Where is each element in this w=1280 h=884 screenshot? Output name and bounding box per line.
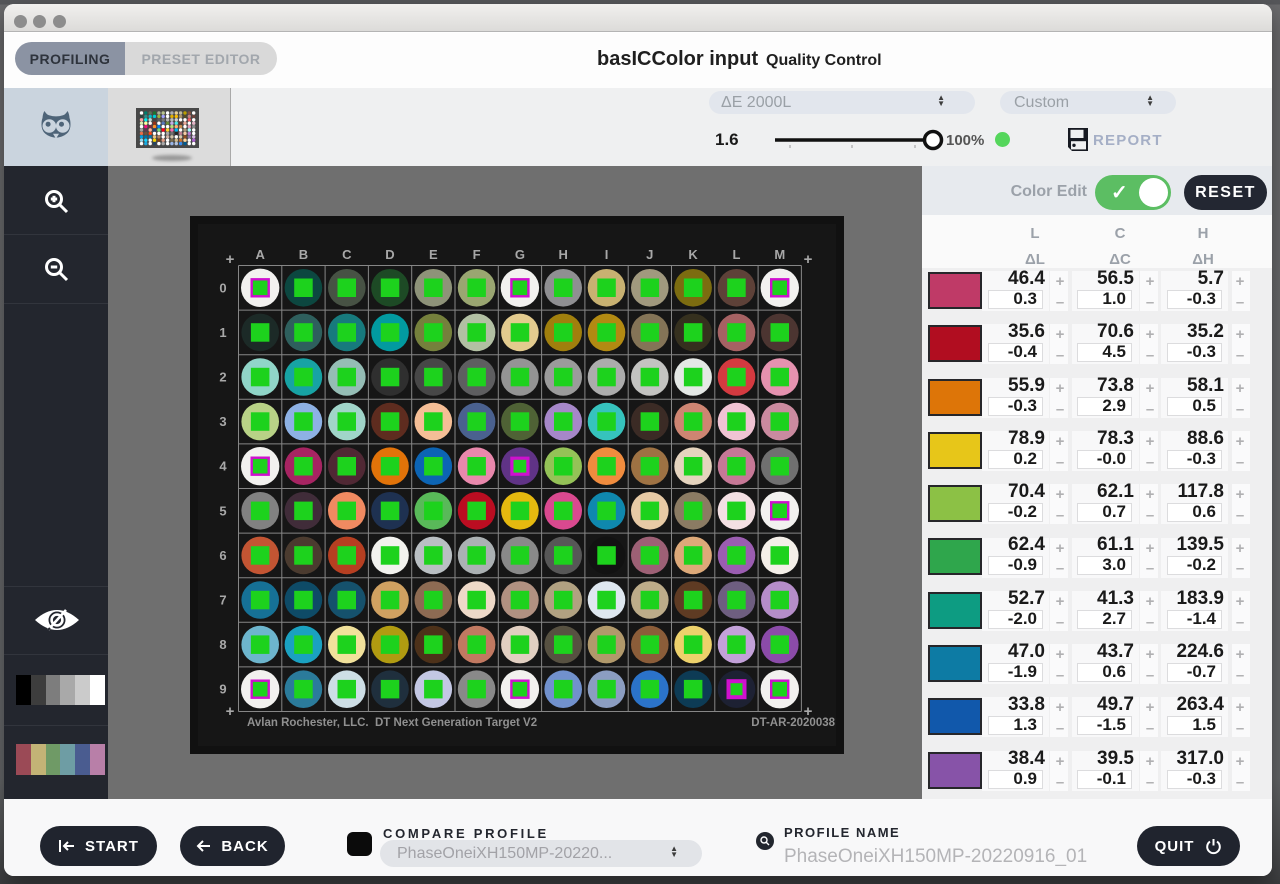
svg-text:E: E bbox=[429, 247, 438, 262]
svg-text:6: 6 bbox=[219, 548, 226, 563]
svg-text:A: A bbox=[256, 247, 266, 262]
svg-text:8: 8 bbox=[219, 637, 226, 652]
svg-text:G: G bbox=[515, 247, 525, 262]
svg-text:2: 2 bbox=[219, 370, 226, 385]
svg-text:M: M bbox=[774, 247, 785, 262]
svg-text:0: 0 bbox=[219, 280, 226, 295]
svg-text:1: 1 bbox=[219, 325, 226, 340]
svg-text:DT Next Generation Target V2: DT Next Generation Target V2 bbox=[375, 717, 537, 729]
svg-text:7: 7 bbox=[219, 593, 226, 608]
svg-text:5: 5 bbox=[219, 503, 226, 518]
svg-text:9: 9 bbox=[219, 682, 226, 697]
svg-text:Avlan Rochester, LLC.: Avlan Rochester, LLC. bbox=[247, 717, 369, 729]
svg-text:K: K bbox=[688, 247, 698, 262]
svg-text:B: B bbox=[299, 247, 308, 262]
svg-text:+: + bbox=[226, 251, 235, 268]
svg-text:+: + bbox=[804, 703, 813, 720]
svg-text:F: F bbox=[473, 247, 481, 262]
svg-text:+: + bbox=[226, 703, 235, 720]
svg-text:H: H bbox=[559, 247, 568, 262]
svg-text:4: 4 bbox=[219, 459, 227, 474]
svg-text:3: 3 bbox=[219, 414, 226, 429]
svg-text:+: + bbox=[804, 251, 813, 268]
svg-text:D: D bbox=[385, 247, 394, 262]
svg-text:J: J bbox=[646, 247, 653, 262]
svg-text:DT-AR-2020038: DT-AR-2020038 bbox=[751, 717, 835, 729]
svg-text:I: I bbox=[605, 247, 609, 262]
svg-text:L: L bbox=[733, 247, 741, 262]
svg-text:C: C bbox=[342, 247, 352, 262]
